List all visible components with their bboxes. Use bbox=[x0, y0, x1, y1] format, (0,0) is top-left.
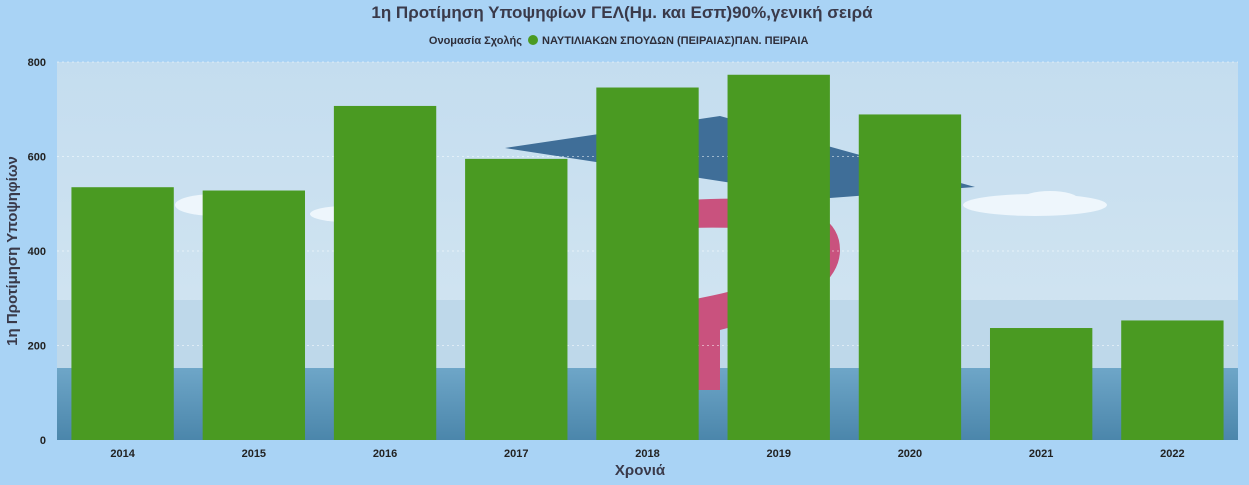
y-tick-label: 800 bbox=[28, 57, 46, 69]
bar-2014[interactable] bbox=[71, 187, 174, 440]
bar-2019[interactable] bbox=[727, 74, 830, 440]
bar-2017[interactable] bbox=[465, 158, 568, 441]
y-tick-label: 600 bbox=[28, 152, 46, 164]
legend-series-label: ΝΑΥΤΙΛΙΑΚΩΝ ΣΠΟΥΔΩΝ (ΠΕΙΡΑΙΑΣ)ΠΑΝ. ΠΕΙΡΑ… bbox=[542, 35, 808, 47]
x-tick-label: 2016 bbox=[373, 448, 397, 460]
bar-2015[interactable] bbox=[202, 190, 306, 440]
legend: Ονομασία Σχολής ΝΑΥΤΙΛΙΑΚΩΝ ΣΠΟΥΔΩΝ (ΠΕΙ… bbox=[429, 35, 808, 47]
y-tick-label: 200 bbox=[28, 341, 46, 353]
bar-2022[interactable] bbox=[1121, 320, 1224, 440]
chart-title: 1η Προτίμηση Υποψηφίων ΓΕΛ(Ημ. και Εσπ)9… bbox=[371, 3, 873, 22]
y-axis-title: 1η Προτίμηση Υποψηφίων bbox=[4, 156, 21, 346]
x-tick-label: 2020 bbox=[898, 448, 922, 460]
bar-2016[interactable] bbox=[333, 105, 437, 440]
x-tick-label: 2017 bbox=[504, 448, 528, 460]
y-axis-ticks: 0 200 400 600 800 bbox=[28, 57, 46, 447]
x-axis-title: Χρονιά bbox=[615, 462, 666, 479]
y-tick-label: 400 bbox=[28, 246, 46, 258]
x-tick-label: 2019 bbox=[766, 448, 790, 460]
bars bbox=[71, 74, 1224, 441]
x-tick-label: 2018 bbox=[635, 448, 659, 460]
x-axis-ticks: 2014 2015 2016 2017 2018 2019 2020 2021 2022 bbox=[110, 448, 1184, 460]
x-tick-label: 2015 bbox=[242, 448, 266, 460]
x-tick-label: 2014 bbox=[110, 448, 135, 460]
bar-2018[interactable] bbox=[596, 87, 699, 440]
legend-title: Ονομασία Σχολής bbox=[429, 35, 522, 47]
x-tick-label: 2022 bbox=[1160, 448, 1184, 460]
bar-2020[interactable] bbox=[858, 114, 962, 440]
bar-2021[interactable] bbox=[989, 328, 1093, 440]
legend-swatch bbox=[528, 35, 538, 45]
x-tick-label: 2021 bbox=[1029, 448, 1053, 460]
y-tick-label: 0 bbox=[40, 435, 46, 447]
